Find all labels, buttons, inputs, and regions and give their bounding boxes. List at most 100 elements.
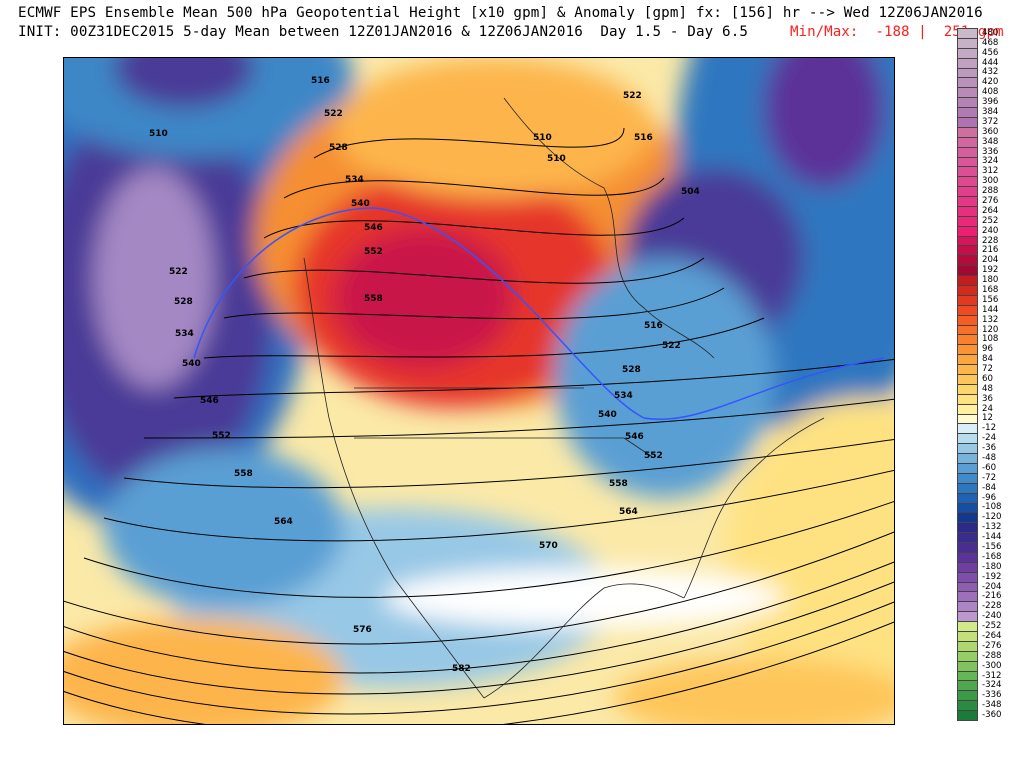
legend-label: -108	[982, 502, 1002, 513]
legend-label: -144	[982, 532, 1002, 543]
svg-text:540: 540	[351, 199, 370, 209]
legend-label: 216	[982, 245, 999, 256]
legend-label: -216	[982, 591, 1002, 602]
svg-text:552: 552	[212, 431, 231, 441]
legend-label: 432	[982, 67, 999, 78]
svg-text:546: 546	[200, 396, 219, 406]
legend-label: -252	[982, 621, 1002, 632]
height-contours	[64, 127, 894, 724]
svg-text:528: 528	[174, 297, 193, 307]
legend-label: 384	[982, 107, 999, 118]
svg-text:546: 546	[364, 223, 383, 233]
svg-text:516: 516	[311, 76, 330, 86]
legend-label: 288	[982, 186, 999, 197]
legend-label: 300	[982, 176, 999, 187]
legend-label: 468	[982, 37, 999, 48]
title-line-1: ECMWF EPS Ensemble Mean 500 hPa Geopoten…	[18, 5, 983, 21]
legend-label: -180	[982, 561, 1002, 572]
contour-labels: 516 522 528 534 540 546 552 558 522 528 …	[149, 76, 700, 674]
svg-text:510: 510	[533, 133, 552, 143]
svg-text:558: 558	[609, 479, 628, 489]
legend-label: -156	[982, 542, 1002, 552]
legend-label: -276	[982, 640, 1002, 651]
legend-label: 264	[982, 205, 999, 216]
legend-label: 120	[982, 324, 999, 335]
legend-label: 480	[982, 27, 999, 38]
svg-text:504: 504	[681, 187, 700, 197]
legend-label: -12	[982, 423, 997, 434]
legend-label: 132	[982, 314, 999, 325]
legend-label: 276	[982, 196, 999, 206]
legend-label: -132	[982, 522, 1002, 533]
legend-label: -192	[982, 571, 1002, 582]
legend-label: 240	[982, 225, 999, 236]
legend-label: -24	[982, 433, 997, 444]
svg-text:552: 552	[364, 247, 383, 257]
svg-text:576: 576	[353, 625, 372, 635]
legend-label: 48	[982, 383, 993, 394]
legend-label: 444	[982, 57, 999, 68]
svg-text:570: 570	[539, 541, 558, 551]
svg-text:528: 528	[622, 365, 641, 375]
legend-label: -336	[982, 690, 1002, 701]
legend-label: -204	[982, 581, 1002, 592]
legend-label: 72	[982, 364, 993, 375]
svg-text:522: 522	[324, 109, 343, 119]
svg-text:534: 534	[614, 391, 633, 401]
legend-label: -72	[982, 472, 997, 483]
contour-540	[193, 207, 885, 420]
legend-label: 228	[982, 235, 999, 246]
svg-text:546: 546	[625, 432, 644, 442]
svg-text:552: 552	[644, 451, 663, 461]
legend-label: -264	[982, 630, 1002, 641]
legend-label: 420	[982, 77, 999, 88]
svg-text:522: 522	[623, 91, 642, 101]
legend-label: 396	[982, 97, 999, 108]
legend-label: 312	[982, 166, 999, 177]
svg-text:522: 522	[169, 267, 188, 277]
coastlines	[303, 97, 825, 699]
svg-text:564: 564	[619, 507, 638, 517]
legend-label: 456	[982, 47, 999, 58]
legend-label: 252	[982, 215, 999, 226]
legend-label: -60	[982, 462, 997, 473]
legend-label: 336	[982, 146, 999, 157]
legend-label: 180	[982, 275, 999, 286]
svg-text:564: 564	[274, 517, 293, 527]
svg-text:510: 510	[547, 154, 566, 164]
svg-text:510: 510	[149, 129, 168, 139]
svg-text:534: 534	[175, 329, 194, 339]
map-svg: 516 522 528 534 540 546 552 558 522 528 …	[64, 58, 894, 724]
svg-text:516: 516	[644, 321, 663, 331]
anomaly-field	[64, 58, 894, 724]
legend-label: -228	[982, 601, 1002, 612]
legend-label: -120	[982, 512, 1002, 523]
legend-label: 144	[982, 304, 999, 315]
legend-label: 360	[982, 126, 999, 137]
legend-label: -84	[982, 482, 997, 493]
legend-label: -324	[982, 680, 1002, 691]
legend-label: 156	[982, 294, 999, 305]
svg-text:516: 516	[634, 133, 653, 143]
legend-label: -300	[982, 660, 1002, 671]
legend-swatch	[957, 710, 978, 721]
legend-label: 108	[982, 334, 999, 345]
legend-label: 324	[982, 156, 999, 167]
svg-text:558: 558	[364, 294, 383, 304]
legend-label: 168	[982, 284, 999, 295]
legend-label: -348	[982, 700, 1002, 711]
title-line-2: INIT: 00Z31DEC2015 5-day Mean between 12…	[18, 24, 749, 40]
legend-label: -360	[982, 710, 1002, 721]
legend-label: -312	[982, 670, 1002, 681]
svg-text:528: 528	[329, 143, 348, 153]
legend-label: 348	[982, 136, 999, 147]
svg-text:540: 540	[598, 410, 617, 420]
legend-label: 24	[982, 403, 993, 414]
legend-label: -168	[982, 551, 1002, 562]
svg-text:522: 522	[662, 341, 681, 351]
color-legend: 480 468 456 444 432 420 408 396 384 372 360 348 336 3…	[957, 28, 1002, 721]
legend-label: 36	[982, 393, 993, 404]
legend-label: 204	[982, 255, 999, 266]
legend-label: 372	[982, 116, 999, 127]
svg-text:558: 558	[234, 469, 253, 479]
